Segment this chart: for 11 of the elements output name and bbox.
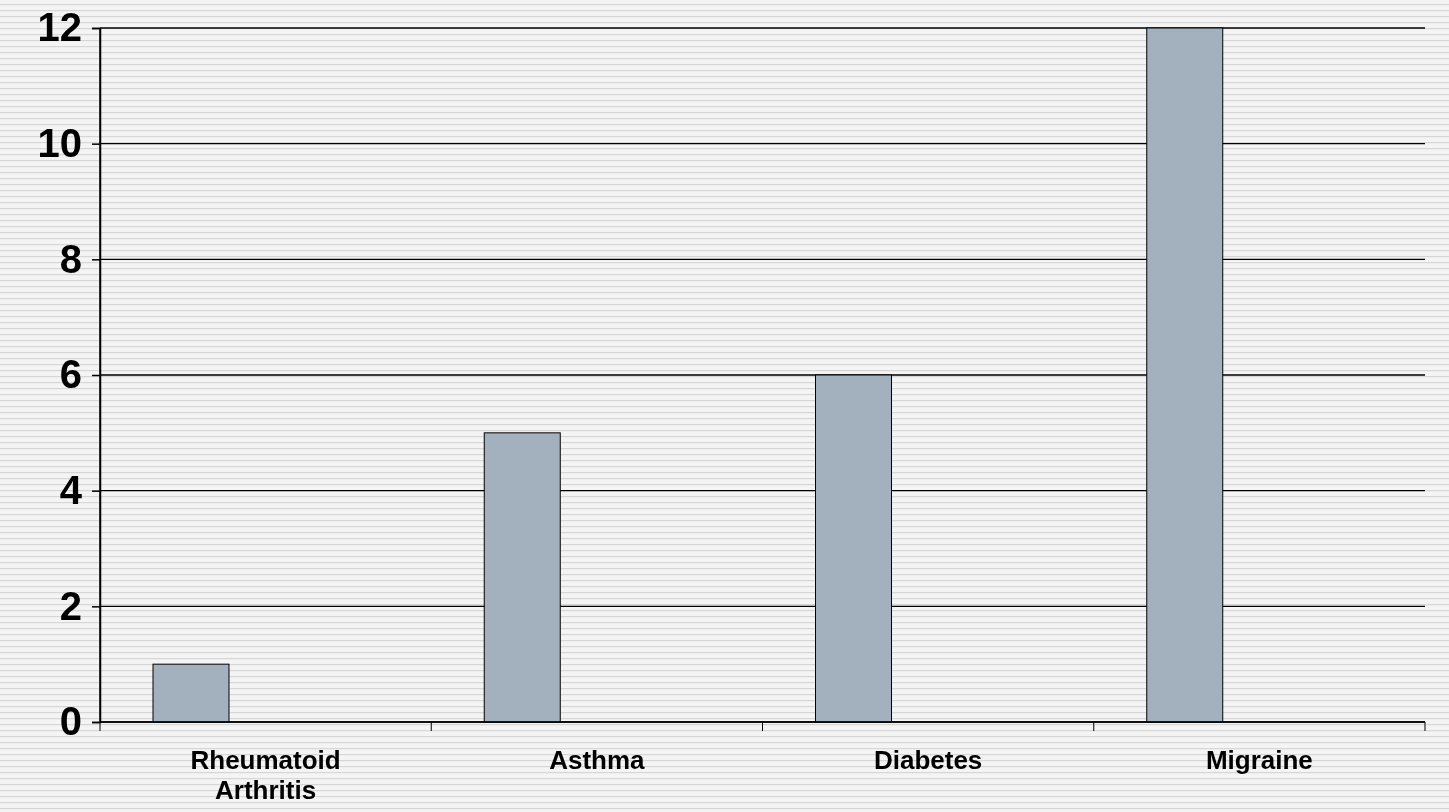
- y-tick-label: 4: [59, 467, 83, 512]
- y-tick-label: 12: [37, 5, 82, 50]
- y-tick-label: 2: [59, 583, 82, 628]
- x-tick-label: Diabetes: [873, 745, 983, 775]
- x-tick-label: Asthma: [549, 745, 646, 775]
- y-tick-label: 6: [59, 352, 82, 397]
- x-tick-label: Rheumatoid Arthritis: [190, 745, 341, 805]
- x-tick-label: Migraine: [1205, 745, 1313, 775]
- y-tick-label: 10: [37, 120, 82, 165]
- y-tick-label: 0: [59, 699, 82, 744]
- y-tick-label: 8: [59, 236, 82, 281]
